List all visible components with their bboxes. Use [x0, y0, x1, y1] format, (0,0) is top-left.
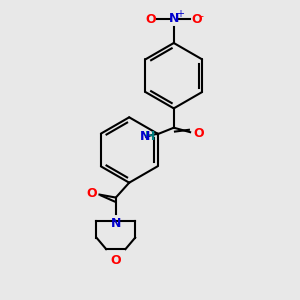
Text: O: O	[145, 13, 156, 26]
Text: N: N	[169, 12, 179, 25]
Text: O: O	[86, 188, 97, 200]
Text: O: O	[193, 127, 204, 140]
Text: N: N	[111, 217, 121, 230]
Text: H: H	[145, 130, 155, 143]
Text: O: O	[110, 254, 121, 268]
Text: N: N	[140, 130, 150, 143]
Text: O: O	[192, 13, 202, 26]
Text: +: +	[176, 9, 184, 19]
Text: -: -	[200, 11, 204, 21]
